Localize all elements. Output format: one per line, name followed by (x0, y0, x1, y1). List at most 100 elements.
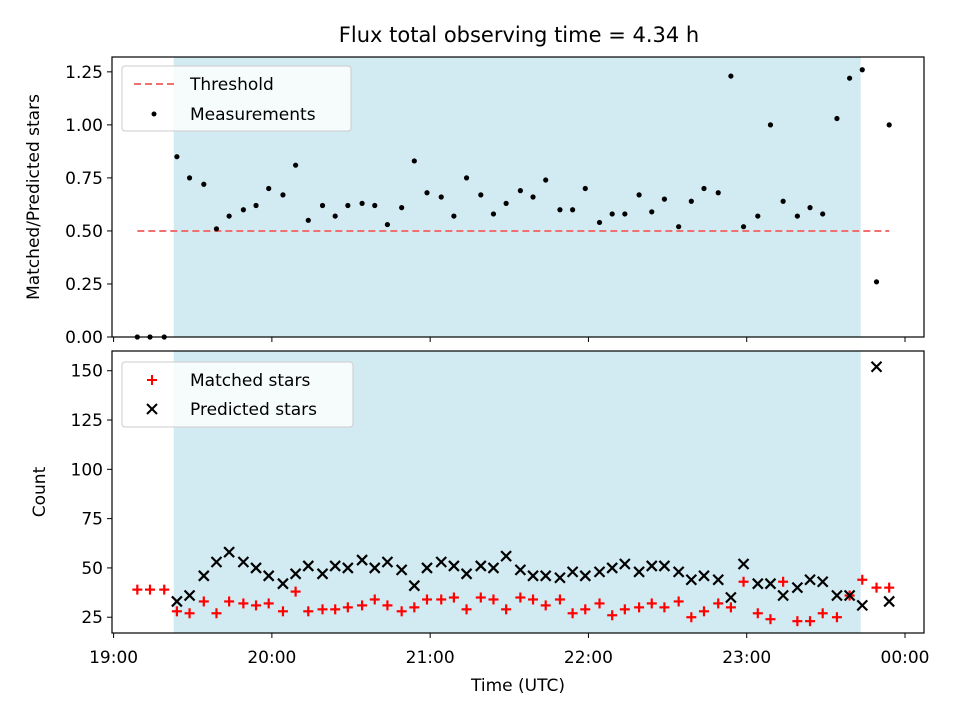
measurement-point (688, 198, 694, 204)
predicted-star-marker (329, 560, 341, 572)
predicted-star-marker (316, 568, 329, 580)
measurement-point (490, 211, 497, 217)
measurement-point (807, 205, 813, 211)
matched-star-marker (263, 598, 274, 609)
matched-star-marker (540, 600, 551, 611)
bottom-x-tick-label: 00:00 (881, 648, 930, 668)
predicted-star-marker (356, 554, 368, 566)
bottom-y-tick-label: 100 (71, 460, 103, 480)
matched-star-marker (224, 596, 235, 607)
top-y-tick-label: 0.50 (65, 222, 103, 242)
measurement-legend-label: Measurements (190, 105, 316, 125)
predicted-star-marker (791, 581, 804, 594)
measurement-point (240, 207, 246, 213)
matched-star-marker (357, 600, 368, 611)
matched-star-marker (817, 608, 828, 619)
matched-star-marker (251, 600, 262, 611)
matched-star-marker (303, 606, 314, 617)
measurement-point (570, 207, 576, 213)
measurement-point (186, 175, 193, 181)
measurement-point (174, 154, 180, 160)
predicted-star-marker (183, 589, 196, 602)
matched-star-marker (515, 592, 526, 603)
predicted-star-marker (171, 595, 183, 608)
predicted-star-marker (302, 560, 315, 572)
bottom-y-axis-label: Count (30, 466, 50, 517)
matched-star-marker (475, 592, 486, 603)
measurement-point (438, 194, 444, 200)
predicted-star-marker (593, 566, 606, 578)
measurement-point (609, 211, 615, 217)
predicted-star-marker (210, 556, 223, 568)
predicted-star-marker (883, 595, 895, 608)
measurement-point (201, 181, 207, 187)
predicted-star-marker (672, 566, 685, 578)
bottom-x-tick-label: 20:00 (247, 648, 296, 668)
measurement-point (661, 196, 668, 202)
predicted-star-marker (606, 562, 618, 574)
matched-star-marker (171, 606, 182, 617)
measurement-point (213, 226, 220, 232)
matched-star-marker (501, 604, 512, 615)
bottom-y-ticks: 25 50 75 100 125 150 (71, 362, 112, 628)
measurement-point (636, 192, 642, 198)
x-axis-label: Time (UTC) (470, 676, 565, 696)
matched-star-marker (619, 604, 630, 615)
predicted-star-marker (381, 556, 394, 568)
top-legend-box (121, 65, 352, 132)
matched-star-marker (290, 586, 301, 597)
matched-star-marker (646, 598, 657, 609)
predicted-star-marker (816, 575, 829, 588)
measurement-point (253, 202, 259, 209)
measurement-points (134, 67, 892, 340)
bottom-x-tick-label: 23:00 (722, 648, 771, 668)
matched-star-marker (765, 614, 776, 625)
bottom-panel: 25 50 75 100 125 150 19:00 20:00 21:00 22:00 23:0… (30, 350, 930, 696)
predicted-star-marker (500, 550, 512, 562)
measurement-point (226, 213, 232, 219)
predicted-star-marker (368, 562, 381, 574)
matched-star-marker (673, 596, 684, 607)
top-x-ticks (113, 337, 906, 342)
top-y-tick-label: 1.00 (65, 116, 103, 136)
bottom-x-tick-label: 22:00 (564, 648, 613, 668)
predicted-star-marker (435, 556, 448, 568)
measurement-point (596, 219, 603, 226)
matched-star-marker (634, 602, 645, 613)
measurement-legend-swatch (151, 111, 157, 117)
matched-star-marker (488, 594, 499, 605)
measurement-point (794, 213, 800, 219)
predicted-star-marker (566, 566, 579, 578)
matched-star-marker (659, 602, 670, 613)
measurement-point (517, 188, 523, 194)
measurement-point (886, 122, 892, 128)
bottom-y-tick-label: 125 (71, 411, 103, 431)
matched-star-marker (698, 606, 709, 617)
matched-star-marker (184, 608, 195, 619)
predicted-star-marker (262, 570, 275, 582)
predicted-star-marker (198, 570, 210, 582)
matched-star-marker (277, 606, 288, 617)
measurement-point (582, 185, 588, 192)
measurement-point (359, 200, 365, 206)
predicted-star-marker (289, 568, 302, 580)
matched-star-marker (421, 594, 432, 605)
measurement-point (622, 211, 628, 217)
matched-star-marker (857, 574, 868, 585)
measurement-point (478, 192, 484, 198)
measurement-point (728, 73, 734, 79)
predicted-star-marker (870, 360, 883, 373)
predicted-star-marker (342, 562, 354, 574)
matched-star-marker (805, 616, 816, 627)
measurement-point (463, 175, 470, 181)
matched-star-marker (580, 604, 591, 615)
measurement-point (530, 194, 536, 200)
figure-title: Flux total observing time = 4.34 h (339, 23, 699, 47)
measurement-point (503, 200, 509, 206)
matched-star-marker (528, 594, 539, 605)
predicted-star-marker (777, 589, 789, 602)
predicted-star-marker (250, 562, 262, 574)
top-axes-frame (111, 56, 925, 338)
matched-star-marker (198, 596, 209, 607)
matched-star-marker (238, 598, 249, 609)
